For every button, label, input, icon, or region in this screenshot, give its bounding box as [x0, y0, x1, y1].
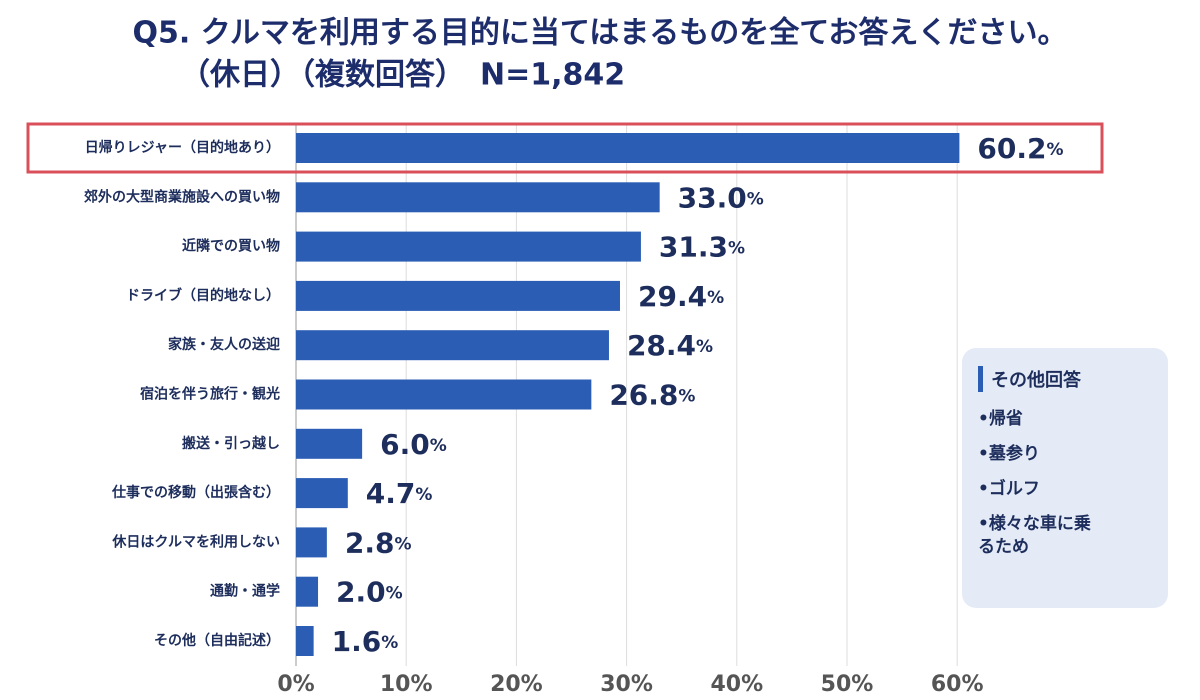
value-label: 31.3%	[659, 231, 745, 264]
bar	[296, 527, 327, 558]
x-tick-label: 40%	[710, 672, 763, 697]
x-tick-label: 50%	[821, 672, 874, 697]
value-unit: %	[430, 436, 447, 456]
other-answers-title: その他回答	[978, 366, 1154, 392]
y-tick-label: 郊外の大型商業施設への買い物	[84, 188, 280, 205]
value-label: 26.8%	[609, 379, 695, 412]
value-number: 26.8	[609, 379, 678, 412]
value-label: 60.2%	[977, 132, 1063, 165]
y-tick-label: 日帰りレジャー（目的地あり）	[85, 139, 280, 156]
other-answers-box: その他回答 •帰省 •墓参り •ゴルフ •様々な車に乗るため	[962, 348, 1168, 608]
value-label: 28.4%	[627, 329, 713, 362]
bar	[296, 182, 660, 213]
value-unit: %	[678, 387, 695, 407]
value-unit: %	[728, 239, 745, 259]
bar	[296, 231, 641, 262]
value-label: 1.6%	[332, 625, 399, 658]
value-number: 28.4	[627, 329, 696, 362]
x-tick-label: 60%	[931, 672, 984, 697]
value-label: 4.7%	[366, 477, 433, 510]
value-number: 2.0	[336, 576, 386, 609]
value-unit: %	[747, 189, 764, 209]
value-number: 60.2	[977, 132, 1046, 165]
value-unit: %	[1046, 140, 1063, 160]
x-tick-label: 20%	[490, 672, 543, 697]
y-tick-label: 仕事での移動（出張含む）	[111, 484, 280, 501]
value-label: 29.4%	[638, 280, 724, 313]
value-number: 2.8	[345, 526, 395, 559]
value-label: 2.8%	[345, 526, 412, 559]
y-tick-label: ドライブ（目的地なし）	[126, 287, 280, 304]
other-answer-item: •墓参り	[978, 444, 1040, 464]
value-unit: %	[394, 534, 411, 554]
bar	[296, 576, 319, 607]
value-label: 6.0%	[380, 428, 447, 461]
y-tick-label: 宿泊を伴う旅行・観光	[140, 386, 280, 403]
bar	[296, 478, 348, 509]
y-tick-label: 搬送・引っ越し	[182, 435, 280, 452]
other-answer-item: •ゴルフ	[978, 479, 1040, 499]
chart-subtitle: （休日）（複数回答） N=1,842	[180, 58, 625, 93]
other-answer-item: •帰省	[978, 409, 1023, 429]
value-label: 33.0%	[678, 181, 764, 214]
value-unit: %	[415, 485, 432, 505]
value-label: 2.0%	[336, 576, 403, 609]
chart-title: Q5. クルマを利用する目的に当てはまるものを全てお答えください。	[133, 16, 1068, 51]
y-tick-label: 休日はクルマを利用しない	[111, 533, 280, 550]
x-tick-label: 30%	[600, 672, 653, 697]
other-answer-item: •様々な車に乗るため	[978, 514, 1091, 557]
value-number: 6.0	[380, 428, 430, 461]
y-tick-label: 通勤・通学	[210, 583, 280, 600]
bar	[296, 280, 620, 311]
value-unit: %	[707, 288, 724, 308]
y-tick-label: その他（自由記述）	[154, 632, 280, 649]
value-unit: %	[381, 633, 398, 653]
bar	[296, 330, 609, 361]
bar	[296, 133, 960, 163]
value-unit: %	[386, 584, 403, 604]
value-number: 1.6	[332, 625, 382, 658]
bar	[296, 379, 592, 410]
value-number: 4.7	[366, 477, 416, 510]
bar	[296, 626, 314, 656]
highlight-box	[26, 122, 1104, 174]
x-tick-label: 0%	[277, 672, 314, 697]
x-tick-label: 10%	[380, 672, 433, 697]
bar	[296, 428, 363, 459]
value-number: 31.3	[659, 231, 728, 264]
value-number: 29.4	[638, 280, 707, 313]
y-tick-label: 家族・友人の送迎	[168, 336, 280, 353]
y-tick-label: 近隣での買い物	[182, 238, 280, 255]
value-number: 33.0	[678, 181, 747, 214]
value-unit: %	[696, 337, 713, 357]
